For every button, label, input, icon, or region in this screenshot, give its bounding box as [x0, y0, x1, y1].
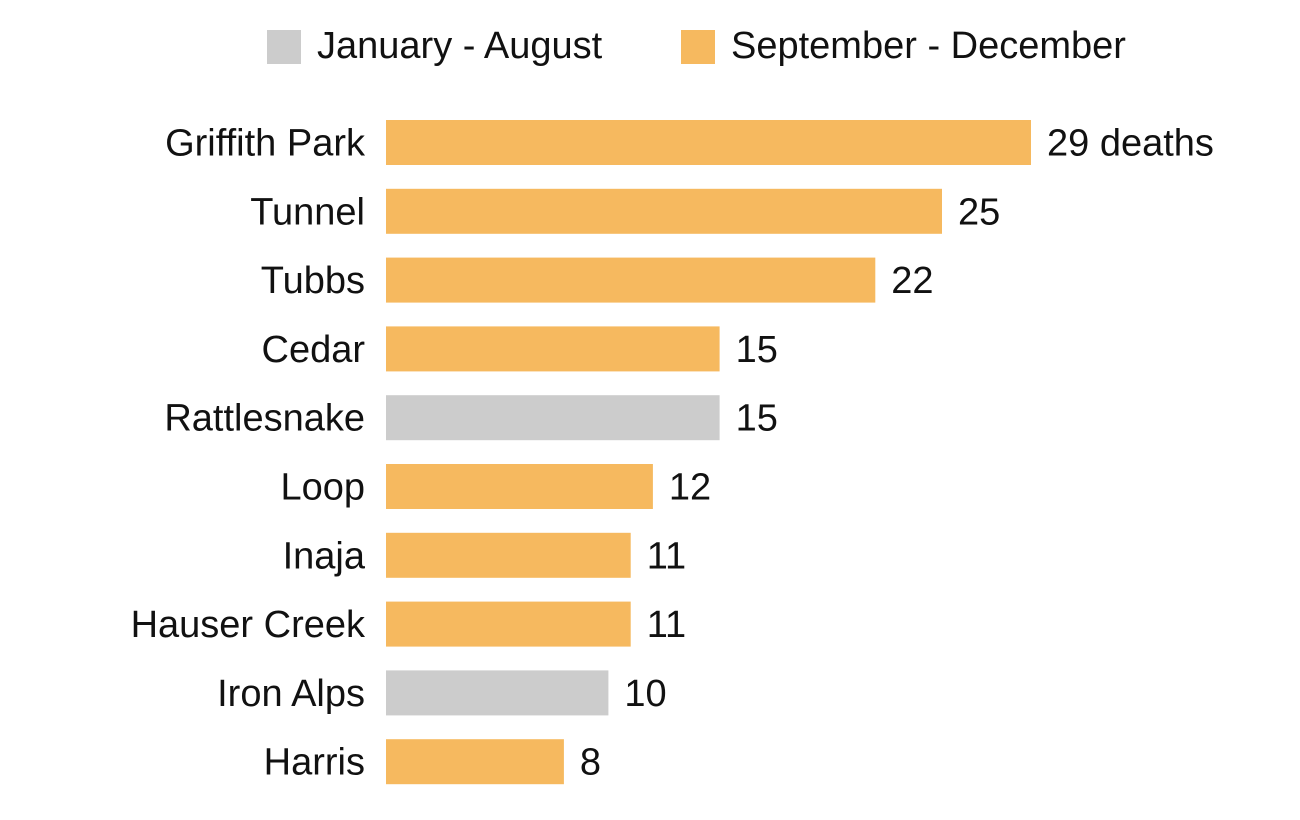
bar-cedar: [386, 326, 720, 372]
category-label-cedar: Cedar: [262, 329, 366, 371]
bar-harris: [386, 739, 564, 785]
category-label-iron-alps: Iron Alps: [217, 673, 365, 715]
legend-label-september-december: September - December: [731, 25, 1126, 67]
value-label-rattlesnake: 15: [736, 398, 778, 440]
category-label-harris: Harris: [264, 742, 365, 784]
legend: January - August September - December: [267, 25, 1126, 67]
bar-griffith-park: [386, 120, 1031, 165]
bar-inaja: [386, 532, 631, 578]
value-label-cedar: 15: [736, 329, 778, 371]
bars-group: Griffith Park 29 deaths Tunnel 25 Tubbs 22 Ced…: [131, 120, 1214, 785]
category-label-loop: Loop: [280, 467, 365, 509]
value-label-tunnel: 25: [958, 191, 1000, 233]
category-label-inaja: Inaja: [283, 535, 366, 577]
legend-swatch-september-december: [681, 30, 715, 64]
value-label-tubbs: 22: [891, 260, 933, 302]
category-label-tunnel: Tunnel: [250, 191, 365, 233]
legend-swatch-january-august: [267, 30, 301, 64]
value-label-loop: 12: [669, 467, 711, 509]
value-label-iron-alps: 10: [624, 673, 666, 715]
bar-hauser-creek: [386, 601, 631, 647]
category-label-hauser-creek: Hauser Creek: [131, 604, 366, 646]
value-label-hauser-creek: 11: [647, 604, 686, 646]
bar-loop: [386, 464, 653, 509]
category-label-tubbs: Tubbs: [261, 260, 365, 302]
value-label-inaja: 11: [647, 535, 686, 577]
value-label-griffith-park: 29 deaths: [1047, 123, 1214, 165]
category-label-griffith-park: Griffith Park: [165, 123, 366, 165]
bar-tubbs: [386, 257, 876, 303]
bar-iron-alps: [386, 670, 609, 716]
bar-rattlesnake: [386, 395, 720, 441]
legend-label-january-august: January - August: [317, 25, 603, 67]
bar-tunnel: [386, 188, 942, 234]
category-label-rattlesnake: Rattlesnake: [164, 398, 365, 440]
value-label-harris: 8: [580, 742, 601, 784]
